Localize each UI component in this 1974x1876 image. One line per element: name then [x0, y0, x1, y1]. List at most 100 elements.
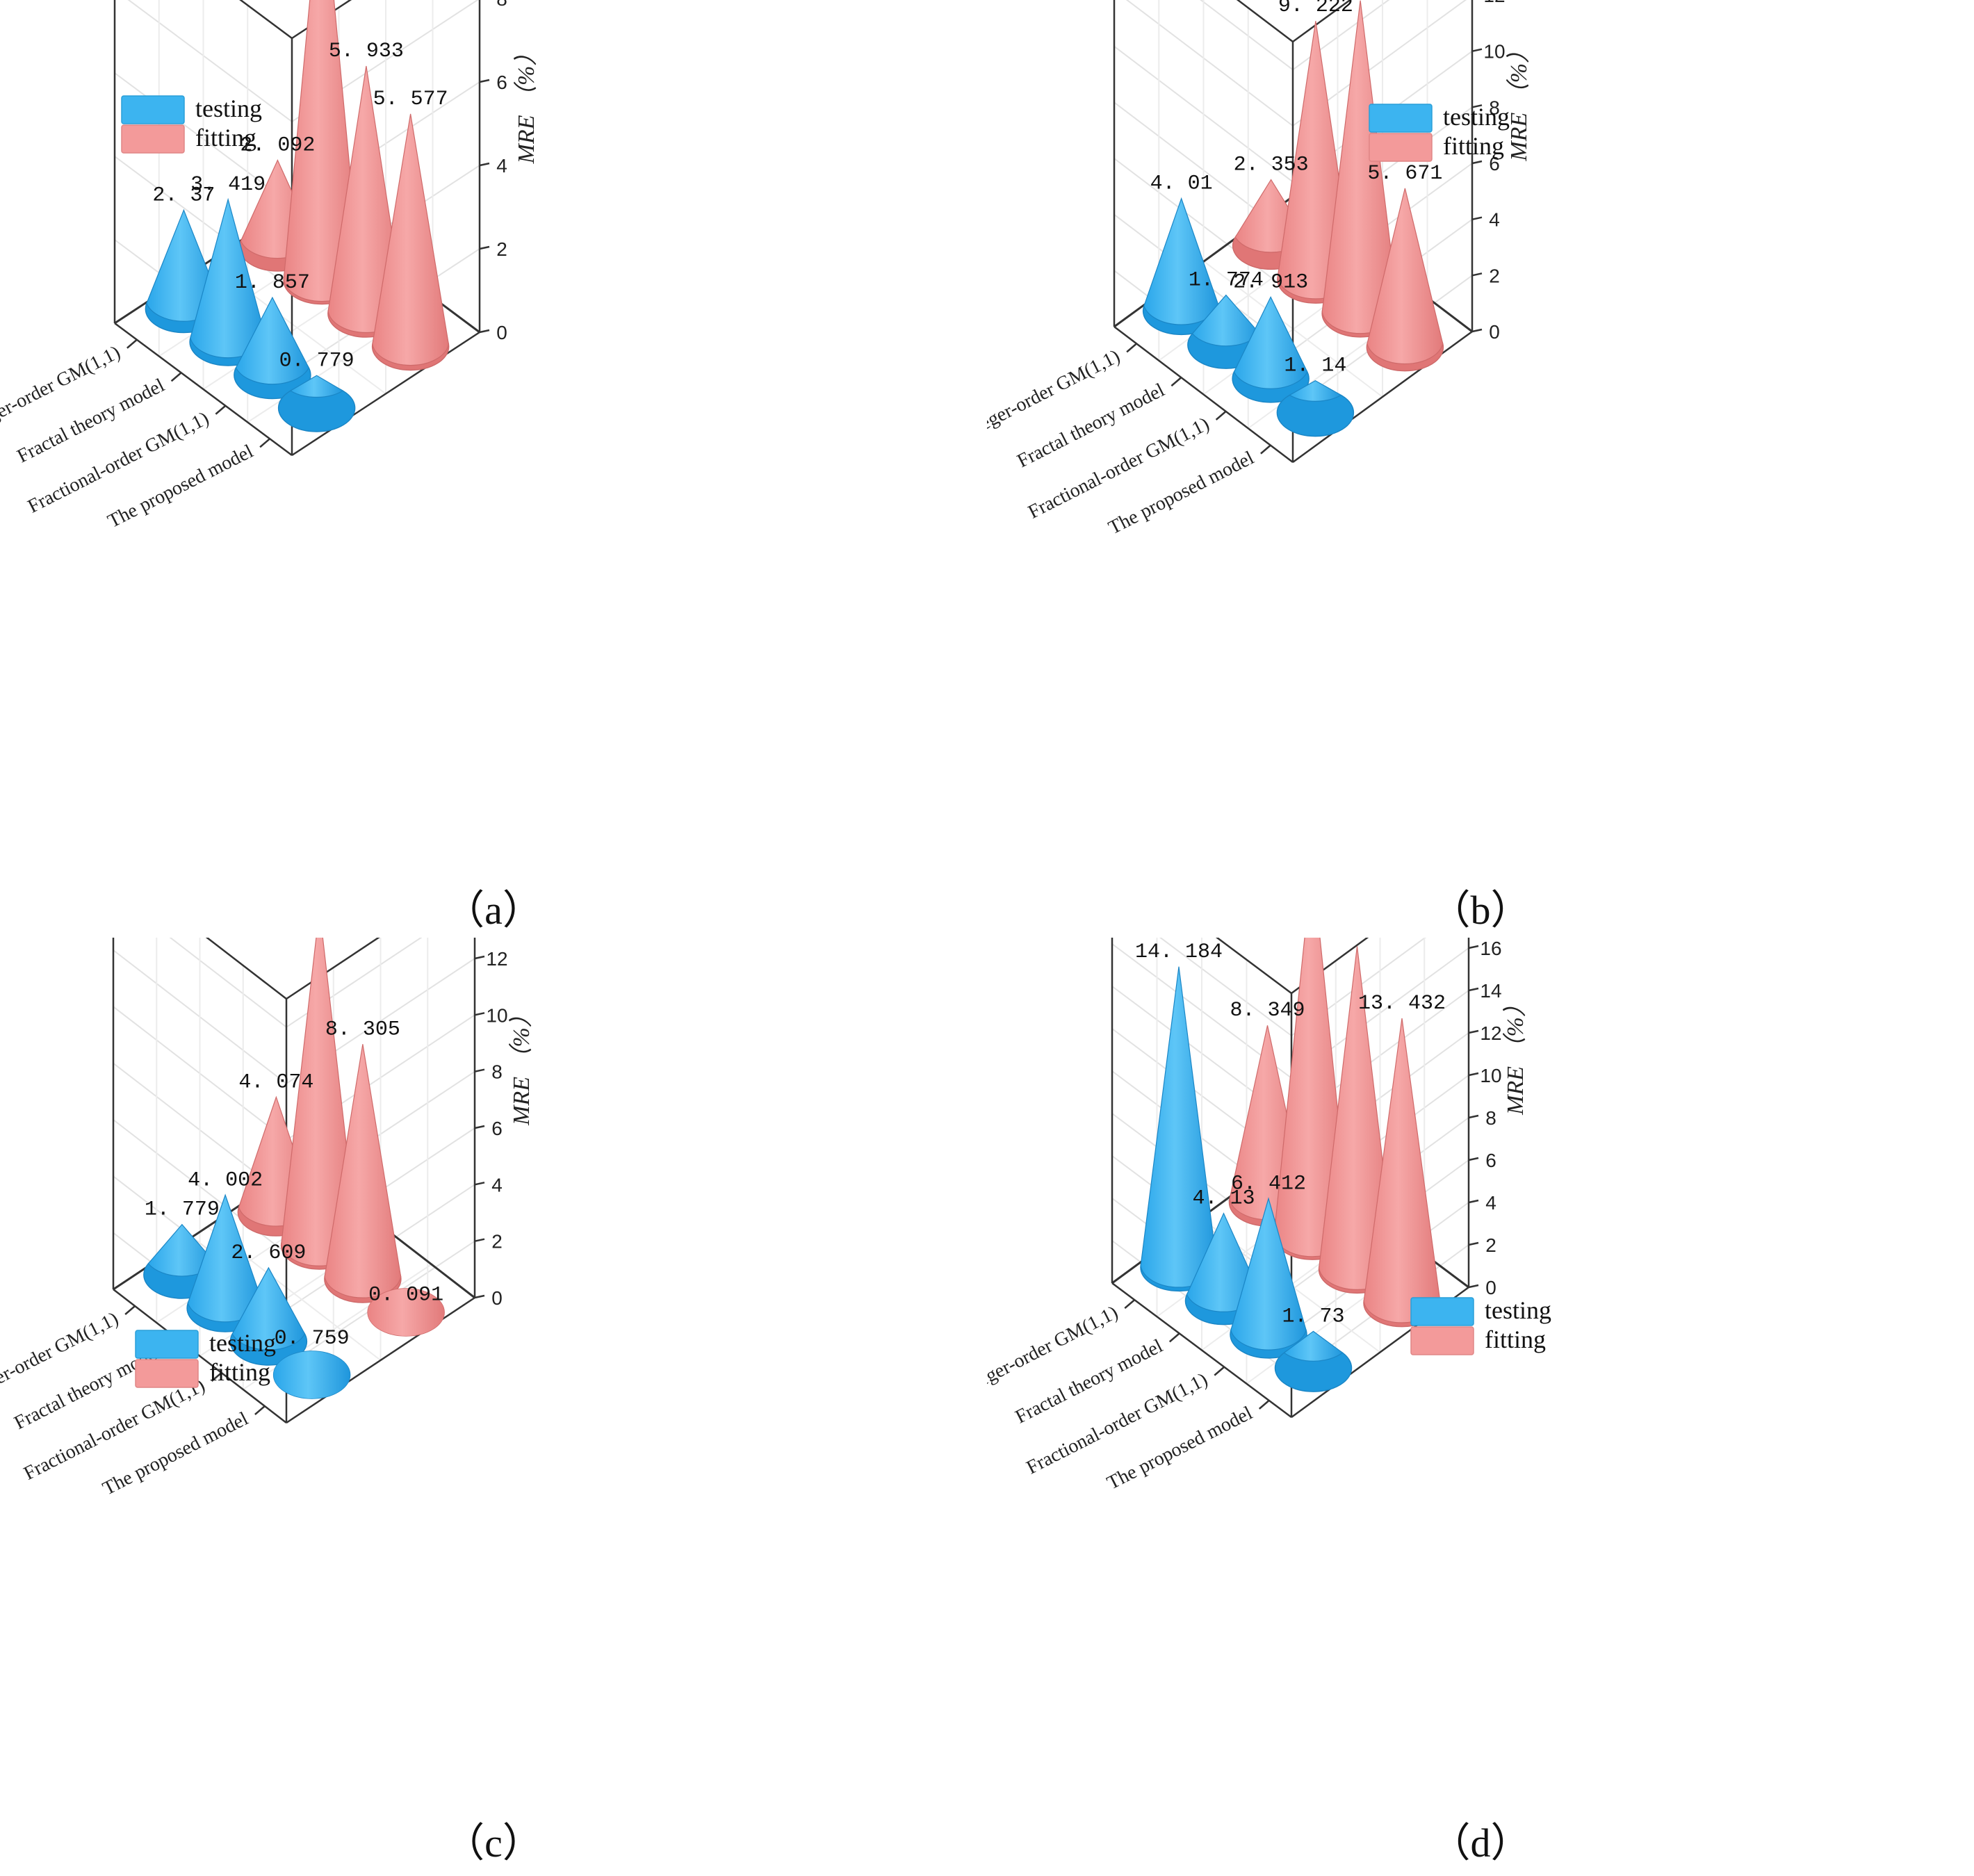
- fitting-value-label: 8. 305: [325, 1018, 400, 1041]
- testing-cone: [1232, 296, 1310, 403]
- testing-cone: [234, 296, 311, 400]
- y-tick: [1468, 1199, 1479, 1204]
- fitting-cone: [1366, 188, 1444, 372]
- category-tick: [259, 438, 270, 448]
- y-tick: [1471, 104, 1483, 108]
- y-tick: [474, 955, 485, 960]
- y-axis: 02468101214MRE （%）: [1471, 0, 1532, 343]
- caption-d: （d）: [1430, 1820, 1531, 1866]
- testing-cone: [1230, 1197, 1307, 1359]
- y-tick: [474, 1125, 485, 1129]
- fitting-cone-body: [1367, 188, 1444, 365]
- category-tick: [1126, 343, 1137, 353]
- y-tick-label: 8: [496, 0, 507, 10]
- y-tick: [1468, 1072, 1479, 1077]
- testing-cone: [1274, 1330, 1353, 1392]
- frame-line: [1114, 326, 1294, 463]
- y-tick-label: 10: [1480, 1065, 1501, 1086]
- y-tick-label: 6: [1489, 153, 1500, 174]
- fitting-value-label: 5. 933: [329, 40, 404, 63]
- y-tick-label: 0: [1485, 1277, 1496, 1298]
- testing-value-label: 1. 14: [1284, 354, 1346, 378]
- caption-b: （b）: [1430, 888, 1531, 933]
- y-tick-label: 12: [1483, 0, 1505, 6]
- legend-label-fitting: fitting: [195, 124, 256, 152]
- y-tick: [474, 1012, 485, 1016]
- testing-value-label: 2. 37: [152, 183, 215, 207]
- y-tick-label: 6: [1485, 1150, 1496, 1171]
- caption-a: （a）: [444, 888, 543, 933]
- category-tick: [1168, 1332, 1180, 1343]
- frame-line: [205, 938, 287, 1000]
- category-tick: [1215, 410, 1227, 421]
- category-tick: [211, 1372, 222, 1382]
- category-tick: [1258, 1399, 1270, 1410]
- fitting-value-label: 2. 092: [240, 133, 315, 157]
- y-tick: [479, 162, 490, 167]
- testing-cone-body: [289, 375, 344, 398]
- testing-value-label: 1. 73: [1282, 1305, 1344, 1328]
- testing-value-label: 2. 609: [231, 1241, 306, 1265]
- testing-cone-body: [1289, 380, 1342, 402]
- fitting-value-label: 4. 074: [238, 1070, 313, 1094]
- category-tick: [124, 1305, 136, 1315]
- testing-value-label: 2. 913: [1233, 270, 1308, 294]
- fitting-value-label: 0. 091: [368, 1283, 443, 1307]
- fitting-cone: [324, 1044, 402, 1303]
- chart-b-svg: 02468101214MRE （%）Integer-order GM(1,1)F…: [987, 0, 1532, 539]
- testing-cone-body: [231, 1266, 306, 1351]
- y-tick-label: 4: [491, 1174, 503, 1196]
- fitting-cone-body: [372, 113, 449, 366]
- chart-panel-d: 02468101214161820MRE （%）Integer-order GM…: [987, 938, 1974, 1875]
- y-tick: [479, 329, 490, 334]
- y-axis-label: MRE （%）: [513, 42, 539, 165]
- fitting-value-label: 2. 353: [1234, 153, 1309, 177]
- legend-label-testing: testing: [209, 1329, 276, 1357]
- category-tick: [1124, 1299, 1136, 1310]
- legend-label-testing: testing: [1443, 103, 1510, 131]
- category-label: Fractional-order GM(1,1): [1023, 1369, 1211, 1478]
- y-tick-label: 6: [491, 1118, 503, 1139]
- testing-cone-body: [1283, 1330, 1344, 1362]
- fitting-value-label: 8. 349: [1230, 999, 1305, 1022]
- y-tick-label: 0: [1489, 321, 1500, 343]
- y-axis-label: MRE （%）: [1502, 993, 1528, 1116]
- category-tick: [254, 1405, 266, 1415]
- y-tick-label: 14: [1480, 980, 1501, 1002]
- category-tick: [170, 372, 182, 382]
- y-axis: 02468101214MRE （%）: [474, 948, 535, 1309]
- category-tick: [1260, 444, 1271, 455]
- y-axis: 02468101214161820MRE （%）: [1468, 938, 1528, 1298]
- category-label: Fractional-order GM(1,1): [24, 407, 212, 517]
- legend-label-testing: testing: [195, 95, 262, 122]
- y-tick-label: 8: [1485, 1107, 1496, 1129]
- testing-value-label: 4. 002: [188, 1168, 263, 1192]
- fitting-cone: [371, 113, 450, 371]
- y-tick-label: 8: [1489, 97, 1500, 118]
- legend-label-fitting: fitting: [1443, 132, 1504, 160]
- legend-swatch-fitting: [1410, 1326, 1474, 1355]
- cones: [1142, 0, 1444, 437]
- testing-cone-body: [1230, 1197, 1307, 1351]
- category-tick: [1170, 377, 1182, 387]
- fitting-cone-body: [324, 1044, 402, 1298]
- chart-panel-c: 02468101214MRE （%）Integer-order GM(1,1)F…: [0, 938, 987, 1875]
- testing-cone-body: [1143, 197, 1220, 325]
- y-tick: [1468, 1114, 1479, 1119]
- y-tick-label: 10: [1483, 41, 1505, 63]
- fitting-value-label: 5. 671: [1367, 162, 1442, 186]
- testing-cone: [1142, 197, 1221, 336]
- y-tick: [1468, 945, 1479, 949]
- y-tick: [1468, 1284, 1479, 1289]
- testing-cone: [1140, 966, 1218, 1292]
- testing-cone-body: [1140, 966, 1218, 1288]
- category-tick: [215, 405, 227, 415]
